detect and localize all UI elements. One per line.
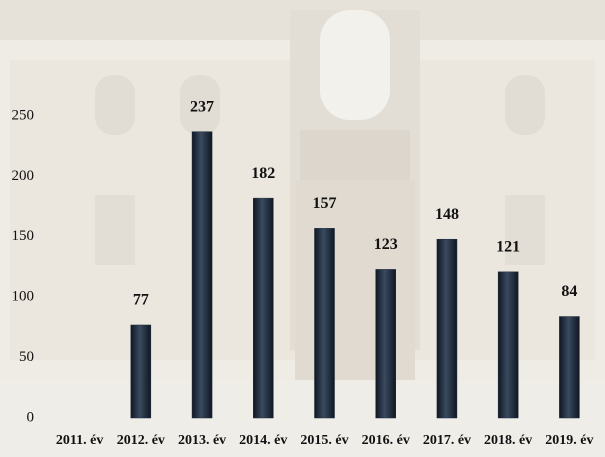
- x-tick-label: 2014. év: [239, 433, 287, 448]
- value-label: 77: [133, 292, 149, 309]
- y-tick-label: 50: [19, 349, 34, 365]
- y-tick-label: 250: [12, 107, 35, 123]
- value-label: 157: [313, 195, 337, 212]
- value-label: 121: [496, 239, 520, 256]
- y-tick-label: 100: [12, 289, 35, 305]
- value-label: 84: [561, 283, 577, 300]
- value-label: 237: [190, 98, 214, 115]
- y-tick-label: 200: [12, 168, 35, 184]
- value-label: 123: [374, 236, 398, 253]
- bar: [497, 271, 519, 419]
- x-tick-label: 2017. év: [423, 433, 471, 448]
- bar: [191, 131, 213, 419]
- bar: [130, 324, 152, 419]
- value-label: 182: [251, 165, 275, 182]
- bar: [375, 269, 396, 419]
- x-tick-label: 2011. év: [56, 433, 103, 448]
- x-tick-label: 2015. év: [300, 433, 348, 448]
- bar: [559, 316, 580, 419]
- bar: [253, 197, 274, 419]
- bar: [436, 238, 458, 419]
- x-tick-label: 2019. év: [545, 433, 593, 448]
- y-tick-label: 0: [27, 409, 35, 425]
- bar: [314, 228, 335, 419]
- x-tick-label: 2016. év: [362, 433, 410, 448]
- x-tick-label: 2013. év: [178, 433, 226, 448]
- value-label: 148: [435, 206, 459, 223]
- x-tick-label: 2018. év: [484, 433, 532, 448]
- x-tick-label: 2012. év: [117, 433, 165, 448]
- y-tick-label: 150: [12, 228, 35, 244]
